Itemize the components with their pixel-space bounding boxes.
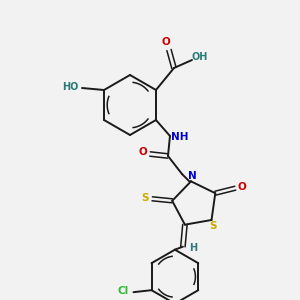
Text: HO: HO [62,82,78,92]
Text: OH: OH [192,52,208,62]
Text: O: O [139,147,147,157]
Text: Cl: Cl [118,286,129,296]
Text: O: O [162,37,170,47]
Text: NH: NH [171,132,189,142]
Text: O: O [238,182,247,192]
Text: H: H [189,243,197,253]
Text: S: S [142,193,149,203]
Text: N: N [188,171,196,181]
Text: S: S [209,221,216,231]
